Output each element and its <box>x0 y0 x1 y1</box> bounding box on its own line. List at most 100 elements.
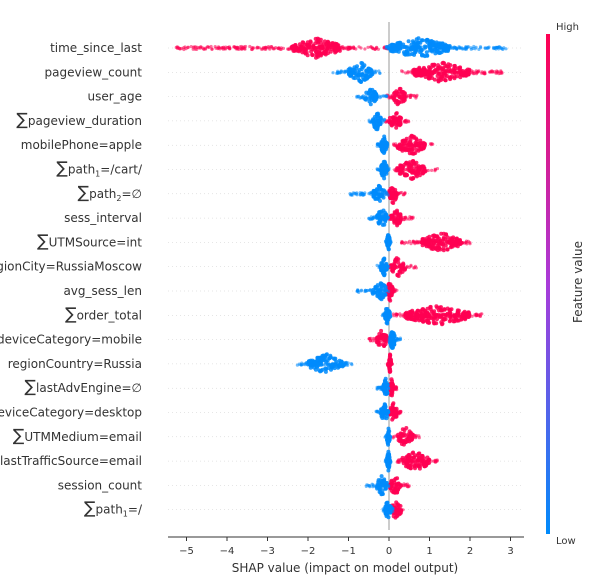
shap-point <box>384 288 388 293</box>
shap-point <box>407 484 411 488</box>
shap-point <box>426 237 431 242</box>
shap-point <box>408 135 413 140</box>
shap-point <box>443 243 448 248</box>
shap-point <box>321 42 326 47</box>
shap-point <box>413 143 418 148</box>
shap-point <box>383 316 388 321</box>
shap-point <box>374 92 379 97</box>
shap-point <box>417 173 422 178</box>
shap-point <box>417 316 422 321</box>
shap-point <box>490 70 495 74</box>
shap-point <box>406 241 410 245</box>
shap-point <box>375 387 379 391</box>
shap-point <box>488 70 492 74</box>
shap-point <box>387 506 392 510</box>
shap-point <box>386 247 391 252</box>
shap-point <box>379 144 384 149</box>
shap-point <box>367 192 371 196</box>
shap-point <box>369 69 374 73</box>
shap-point <box>439 66 444 71</box>
colorbar-gradient <box>546 34 550 534</box>
shap-point <box>440 239 445 244</box>
shap-point <box>380 413 384 418</box>
shap-point <box>380 265 385 270</box>
shap-point <box>286 47 291 51</box>
shap-point <box>416 36 421 41</box>
shap-point <box>389 377 394 382</box>
shap-point <box>304 47 309 52</box>
shap-point <box>209 44 213 49</box>
shap-point <box>420 53 424 58</box>
shap-point <box>420 243 425 248</box>
shap-point <box>279 46 283 50</box>
feature-label: session_count <box>58 478 143 492</box>
x-axis-title: SHAP value (impact on model output) <box>232 561 459 575</box>
shap-point <box>272 47 276 51</box>
shap-point <box>384 416 389 421</box>
shap-point <box>195 45 199 50</box>
shap-point <box>414 137 419 142</box>
shap-point <box>382 117 387 121</box>
shap-point <box>252 46 256 50</box>
shap-point <box>384 120 388 124</box>
shap-point <box>381 410 386 415</box>
shap-point <box>313 367 318 372</box>
shap-point <box>399 410 403 414</box>
shap-point <box>324 44 329 49</box>
shap-point <box>434 304 439 309</box>
shap-point <box>483 46 487 50</box>
shap-point <box>410 437 415 442</box>
shap-point <box>372 99 377 104</box>
shap-point <box>408 463 412 468</box>
shap-point <box>396 260 401 265</box>
shap-point <box>385 191 389 195</box>
shap-point <box>381 342 386 347</box>
shap-point <box>363 47 367 51</box>
shap-point <box>398 337 403 341</box>
shap-point <box>390 391 395 396</box>
shap-point <box>398 164 403 169</box>
shap-point <box>416 451 421 456</box>
shap-point <box>499 46 503 51</box>
shap-point <box>315 364 319 369</box>
shap-point <box>468 240 472 245</box>
shap-point <box>454 316 458 321</box>
shap-point <box>384 213 389 218</box>
shap-point <box>438 45 443 49</box>
shap-point <box>398 169 403 174</box>
shap-point <box>395 144 400 149</box>
shap-point <box>381 149 386 154</box>
shap-point <box>430 72 435 76</box>
shap-point <box>493 46 497 50</box>
feature-label: ∑path1=/cart/ <box>56 159 143 179</box>
shap-point <box>392 338 397 343</box>
shap-point <box>436 245 441 250</box>
shap-point <box>369 72 374 77</box>
shap-point <box>400 240 404 244</box>
shap-point <box>382 189 387 194</box>
shap-point <box>395 41 400 46</box>
shap-point <box>382 386 387 390</box>
shap-point <box>391 334 396 339</box>
shap-point <box>192 45 196 49</box>
shap-point <box>440 74 445 79</box>
shap-point <box>310 53 315 58</box>
x-axis: −5 −4 −3 −2 −1 0 1 2 3 <box>168 536 524 557</box>
shap-point <box>425 306 430 311</box>
shap-point <box>298 48 303 53</box>
shap-point <box>444 64 449 69</box>
shap-point <box>314 360 319 365</box>
shap-point <box>426 168 430 173</box>
shap-point <box>403 45 408 49</box>
shap-point <box>428 142 433 146</box>
shap-point <box>410 147 415 152</box>
shap-point <box>359 67 364 72</box>
shap-point <box>308 40 313 45</box>
feature-label: avg_sess_len <box>63 284 142 298</box>
feature-label: regionCountry=Russia <box>8 357 142 371</box>
feature-label: ∑lastTrafficSource=email <box>0 450 142 470</box>
shap-point <box>410 317 415 322</box>
shap-point <box>383 218 388 222</box>
feature-label: user_age <box>87 90 142 104</box>
shap-point <box>357 45 361 49</box>
